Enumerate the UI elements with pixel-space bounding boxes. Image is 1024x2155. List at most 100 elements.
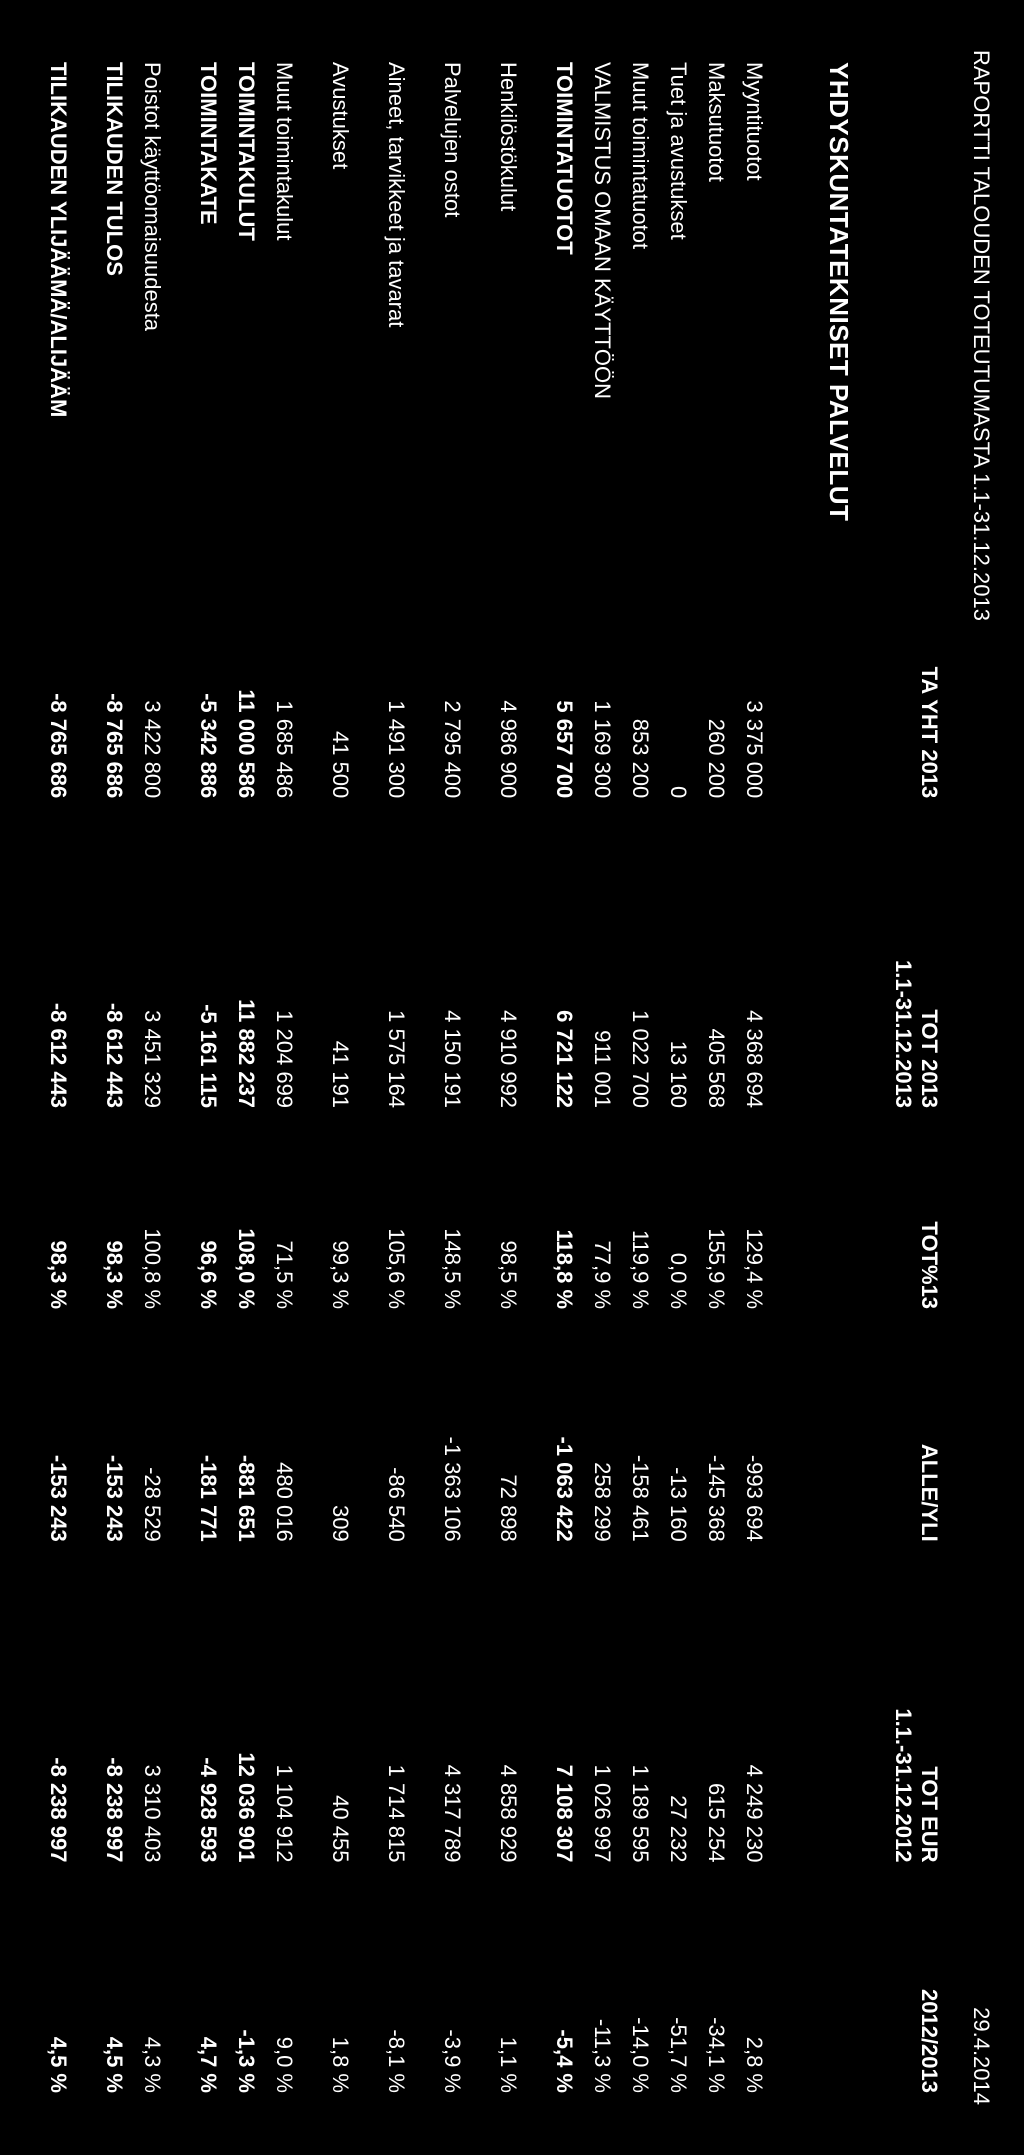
row-label: TILIKAUDEN YLIJÄÄMÄ/ALIJÄÄM — [39, 50, 77, 530]
table-row: TOIMINTAKATE-5 342 886-5 161 11596,6 %-1… — [189, 50, 227, 2105]
cell-value: 615 254 — [697, 1554, 735, 1875]
table-row: Tuet ja avustukset013 1600,0 %-13 16027 … — [659, 50, 697, 2105]
cell-value: 105,6 % — [377, 1120, 415, 1321]
row-label: Muut toimintatuotot — [621, 50, 659, 530]
spacer-row — [359, 50, 377, 2105]
report-page: RAPORTTI TALOUDEN TOTEUTUMASTA 1.1-31.12… — [0, 0, 1024, 2155]
report-title: RAPORTTI TALOUDEN TOTEUTUMASTA 1.1-31.12… — [968, 50, 994, 621]
cell-value: -5,4 % — [545, 1874, 583, 2105]
cell-value: 3 422 800 — [133, 530, 171, 810]
section-title: YHDYSKUNTATEKNISET PALVELUT — [773, 50, 884, 2105]
cell-value: 3 451 329 — [133, 810, 171, 1120]
report-date: 29.4.2014 — [968, 2007, 994, 2105]
cell-value: -1,3 % — [227, 1874, 265, 2105]
table-row: VALMISTUS OMAAN KÄYTTÖÖN1 169 300911 001… — [583, 50, 621, 2105]
cell-value: 6 721 122 — [545, 810, 583, 1120]
cell-value: -11,3 % — [583, 1874, 621, 2105]
cell-value: -4 928 593 — [189, 1554, 227, 1875]
section-title-row: YHDYSKUNTATEKNISET PALVELUT — [773, 50, 884, 2105]
cell-value: 1 022 700 — [621, 810, 659, 1120]
table-row: Poistot käyttöomaisuudesta3 422 8003 451… — [133, 50, 171, 2105]
cell-value: 1 189 595 — [621, 1554, 659, 1875]
cell-value: 1 714 815 — [377, 1554, 415, 1875]
table-body: Myyntituotot3 375 0004 368 694129,4 %-99… — [39, 50, 773, 2105]
cell-value: 4 150 191 — [433, 810, 471, 1120]
cell-value: 911 001 — [583, 810, 621, 1120]
cell-value: -51,7 % — [659, 1874, 697, 2105]
cell-value: 99,3 % — [321, 1120, 359, 1321]
cell-value: 98,3 % — [39, 1120, 77, 1321]
cell-value: -158 461 — [621, 1321, 659, 1554]
cell-value: 260 200 — [697, 530, 735, 810]
row-label: TOIMINTATUOTOT — [545, 50, 583, 530]
row-label: Henkilöstökulut — [489, 50, 527, 530]
table-row: Maksutuotot260 200405 568155,9 %-145 368… — [697, 50, 735, 2105]
cell-value: 853 200 — [621, 530, 659, 810]
cell-value: 148,5 % — [433, 1120, 471, 1321]
cell-value: 9,0 % — [265, 1874, 303, 2105]
table-row: Muut toimintatuotot853 2001 022 700119,9… — [621, 50, 659, 2105]
table-row: Avustukset41 50041 19199,3 %30940 4551,8… — [321, 50, 359, 2105]
cell-value: 4,7 % — [189, 1874, 227, 2105]
cell-value: -5 161 115 — [189, 810, 227, 1120]
cell-value: 4 858 929 — [489, 1554, 527, 1875]
cell-value: -1 063 422 — [545, 1321, 583, 1554]
cell-value: -993 694 — [735, 1321, 773, 1554]
row-label: Maksutuotot — [697, 50, 735, 530]
row-label: Aineet, tarvikkeet ja tavarat — [377, 50, 415, 530]
cell-value: 72 898 — [489, 1321, 527, 1554]
cell-value: 3 375 000 — [735, 530, 773, 810]
spacer-row — [415, 50, 433, 2105]
cell-value: 1,8 % — [321, 1874, 359, 2105]
cell-value: -34,1 % — [697, 1874, 735, 2105]
row-label: Palvelujen ostot — [433, 50, 471, 530]
cell-value: 405 568 — [697, 810, 735, 1120]
cell-value: -28 529 — [133, 1321, 171, 1554]
row-label: TOIMINTAKULUT — [227, 50, 265, 530]
cell-value: 11 000 586 — [227, 530, 265, 810]
row-label: Muut toimintakulut — [265, 50, 303, 530]
cell-value: 108,0 % — [227, 1120, 265, 1321]
cell-value: 155,9 % — [697, 1120, 735, 1321]
cell-value: 4 249 230 — [735, 1554, 773, 1875]
table-row: Muut toimintakulut1 685 4861 204 69971,5… — [265, 50, 303, 2105]
cell-value: -153 243 — [39, 1321, 77, 1554]
cell-value: -8 612 443 — [39, 810, 77, 1120]
cell-value: 4 986 900 — [489, 530, 527, 810]
cell-value: -181 771 — [189, 1321, 227, 1554]
spacer-row — [303, 50, 321, 2105]
table-row: TILIKAUDEN TULOS-8 765 686-8 612 44398,3… — [95, 50, 133, 2105]
cell-value: 11 882 237 — [227, 810, 265, 1120]
cell-value: 27 232 — [659, 1554, 697, 1875]
cell-value: 41 500 — [321, 530, 359, 810]
row-label: TILIKAUDEN TULOS — [95, 50, 133, 530]
cell-value: 258 299 — [583, 1321, 621, 1554]
cell-value: 1 685 486 — [265, 530, 303, 810]
cell-value: 129,4 % — [735, 1120, 773, 1321]
cell-value: -8 238 997 — [95, 1554, 133, 1875]
col-header-1: TOT 2013 1.1-31.12.2013 — [884, 810, 948, 1120]
cell-value: -145 368 — [697, 1321, 735, 1554]
cell-value: -5 342 886 — [189, 530, 227, 810]
cell-value: 0 — [659, 530, 697, 810]
cell-value: 4,3 % — [133, 1874, 171, 2105]
col-header-5: 2012/2013 — [884, 1874, 948, 2105]
row-label: VALMISTUS OMAAN KÄYTTÖÖN — [583, 50, 621, 530]
table-row: TOIMINTATUOTOT5 657 7006 721 122118,8 %-… — [545, 50, 583, 2105]
cell-value: 4 910 992 — [489, 810, 527, 1120]
cell-value: 100,8 % — [133, 1120, 171, 1321]
col-header-0: TA YHT 2013 — [884, 530, 948, 810]
table-row: Aineet, tarvikkeet ja tavarat1 491 3001 … — [377, 50, 415, 2105]
cell-value: 98,3 % — [95, 1120, 133, 1321]
cell-value: -86 540 — [377, 1321, 415, 1554]
cell-value: -1 363 106 — [433, 1321, 471, 1554]
row-label: Tuet ja avustukset — [659, 50, 697, 530]
spacer-row — [77, 50, 95, 2105]
cell-value: 2,8 % — [735, 1874, 773, 2105]
cell-value: 1 204 699 — [265, 810, 303, 1120]
cell-value: -8 765 686 — [39, 530, 77, 810]
cell-value: 4 368 694 — [735, 810, 773, 1120]
page-header: RAPORTTI TALOUDEN TOTEUTUMASTA 1.1-31.12… — [968, 50, 994, 2105]
cell-value: -8,1 % — [377, 1874, 415, 2105]
cell-value: 119,9 % — [621, 1120, 659, 1321]
